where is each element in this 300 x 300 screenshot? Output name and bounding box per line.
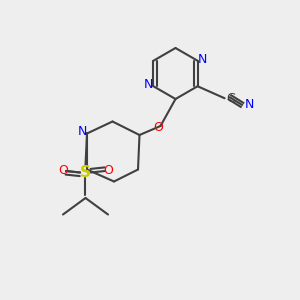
Text: N: N <box>144 78 154 91</box>
Text: C: C <box>226 92 235 105</box>
Text: O: O <box>103 164 113 178</box>
Text: S: S <box>80 165 91 180</box>
Text: N: N <box>78 125 87 139</box>
Text: O: O <box>58 164 68 178</box>
Text: N: N <box>245 98 254 111</box>
Text: N: N <box>197 53 207 66</box>
Text: O: O <box>153 121 163 134</box>
